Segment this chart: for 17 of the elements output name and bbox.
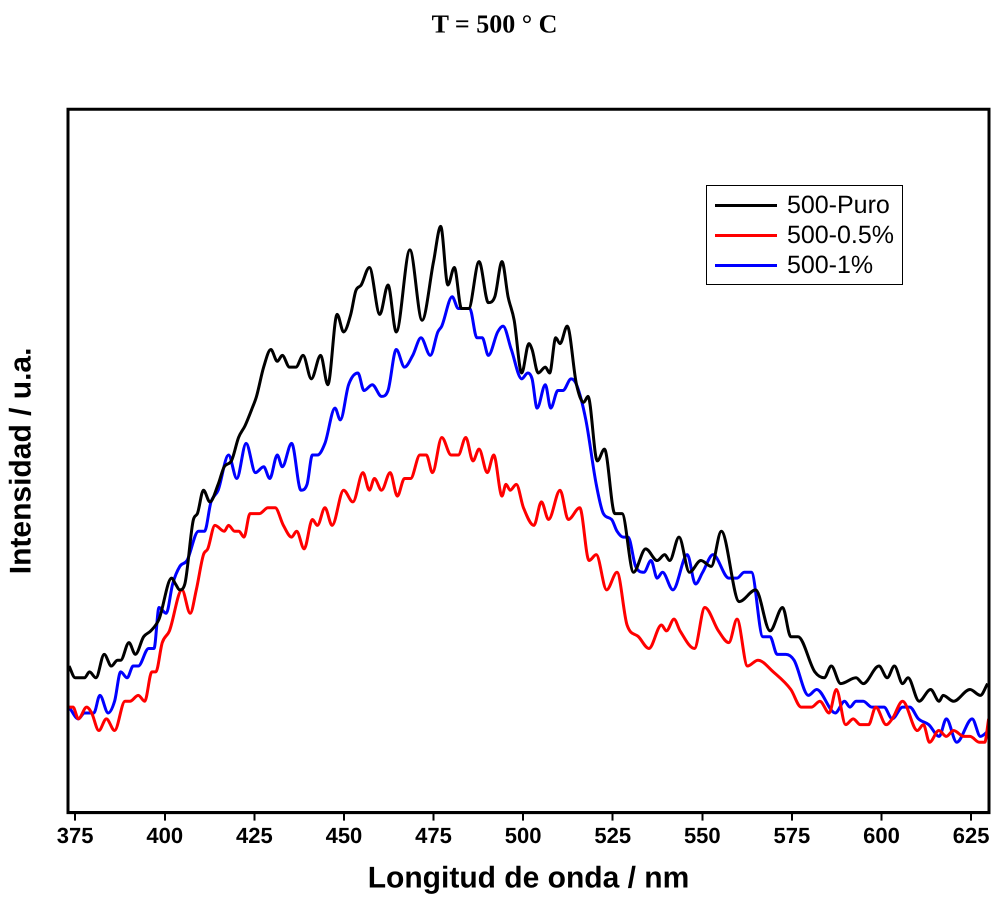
- legend-label: 500-Puro: [786, 190, 890, 220]
- x-tick-label: 525: [594, 822, 632, 848]
- x-tick-label: 425: [236, 822, 273, 848]
- chart-title: T = 500 ° C: [432, 9, 558, 38]
- x-tick-label: 500: [504, 822, 542, 848]
- x-tick-label: 625: [952, 822, 990, 848]
- x-tick-label: 600: [863, 822, 900, 848]
- legend-label: 500-0.5%: [786, 220, 894, 250]
- y-axis-title: Intensidad / u.a.: [4, 348, 38, 574]
- x-tick-label: 475: [415, 822, 452, 848]
- x-tick-label: 575: [774, 822, 810, 848]
- legend-label: 500-1%: [786, 250, 874, 280]
- x-tick-label: 375: [56, 822, 94, 848]
- x-tick-label: 550: [684, 822, 721, 848]
- x-tick-label: 450: [326, 822, 362, 848]
- x-axis-title: Longitud de onda / nm: [368, 861, 690, 894]
- x-tick-label: 400: [146, 822, 184, 848]
